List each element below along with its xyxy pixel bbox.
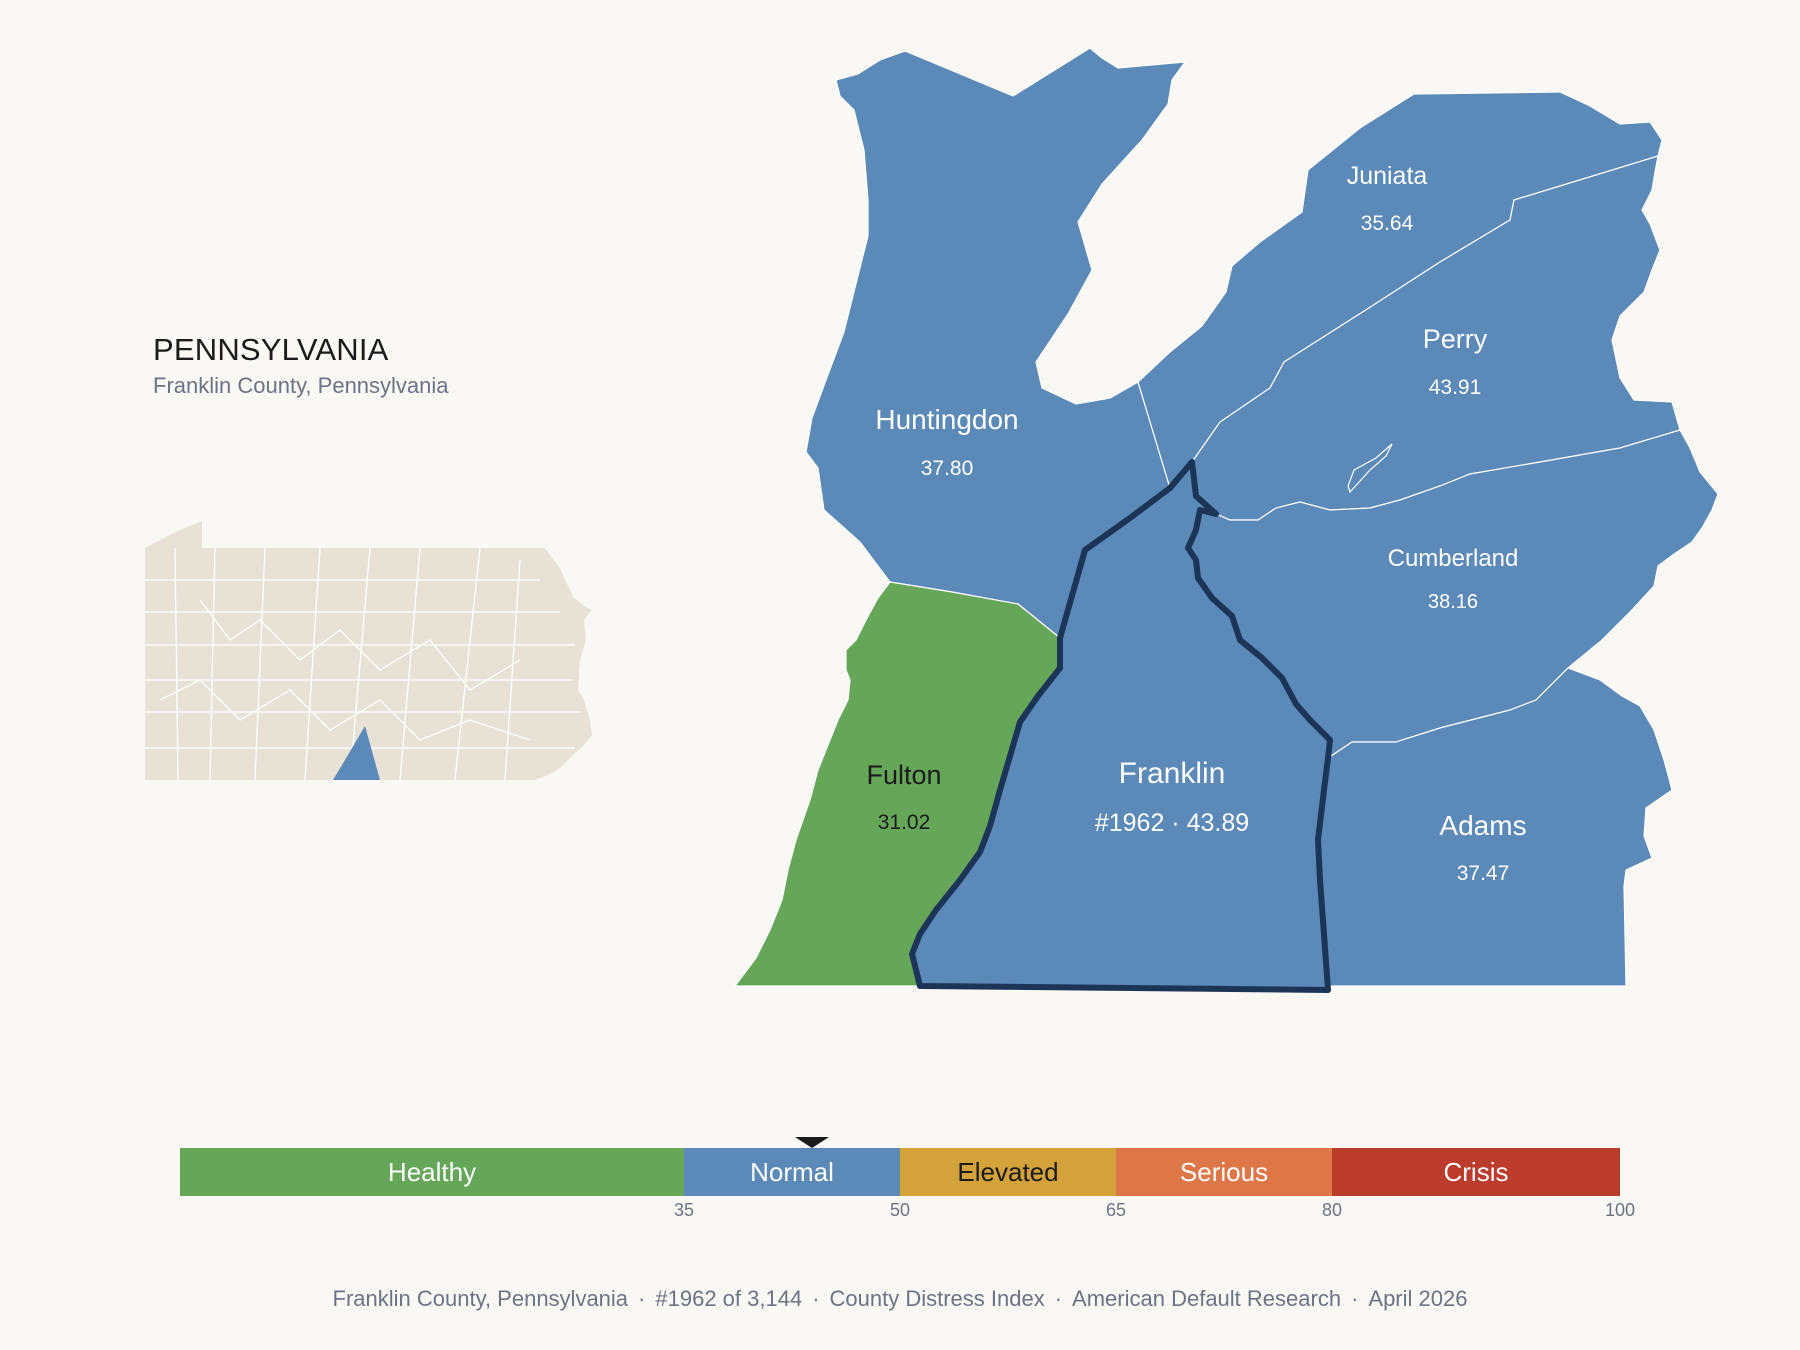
legend-segment-healthy: Healthy [180,1148,684,1196]
county-name-cumberland: Cumberland [1388,545,1519,572]
legend-segment-serious: Serious [1116,1148,1332,1196]
inset-state-shape [145,521,592,780]
legend-tick-50: 50 [889,1200,911,1220]
county-value-franklin: #1962 · 43.89 [1095,809,1249,837]
footer-separator: · [1351,1286,1359,1311]
county-name-huntingdon: Huntingdon [875,404,1018,435]
county-name-franklin: Franklin [1119,757,1226,790]
legend-segment-normal: Normal [684,1148,900,1196]
county-value-cumberland: 38.16 [1428,591,1478,613]
footer-separator: · [638,1286,646,1311]
inset-franklin-county [333,726,380,780]
county-name-perry: Perry [1423,324,1488,354]
legend-tick-80: 80 [1321,1200,1343,1220]
footer-rank: #1962 of 3,144 [655,1286,803,1311]
legend-segment-elevated: Elevated [900,1148,1116,1196]
county-name-fulton: Fulton [866,760,941,790]
county-name-juniata: Juniata [1347,162,1428,190]
footer-county: Franklin County, Pennsylvania [332,1286,629,1311]
legend-tick-65: 65 [1105,1200,1127,1220]
state-title: PENNSYLVANIA [153,332,389,367]
distress-scale-legend: Healthy Normal Elevated Serious Crisis [180,1148,1620,1196]
footer-date: April 2026 [1368,1286,1468,1311]
county-shape-adams[interactable] [1317,667,1673,987]
county-name-adams: Adams [1439,810,1526,841]
county-shape-franklin[interactable] [909,459,1333,993]
county-value-fulton: 31.02 [878,811,931,834]
county-value-perry: 43.91 [1429,376,1482,399]
footer-caption: Franklin County, Pennsylvania · #1962 of 3… [0,1286,1800,1312]
legend-tick-100: 100 [1604,1200,1636,1220]
legend-tick-35: 35 [673,1200,695,1220]
footer-index: County Distress Index [829,1286,1045,1311]
county-labels: Huntingdon 37.80 Juniata 35.64 Perry 43.… [866,162,1526,885]
county-subtitle: Franklin County, Pennsylvania [153,373,449,398]
footer-source: American Default Research [1072,1286,1342,1311]
county-value-huntingdon: 37.80 [921,457,974,480]
county-value-adams: 37.47 [1457,862,1510,885]
current-value-marker-icon [795,1137,830,1148]
county-value-juniata: 35.64 [1361,212,1414,235]
footer-separator: · [1054,1286,1063,1311]
state-inset-map [145,521,592,781]
footer-separator: · [812,1286,820,1311]
legend-segment-crisis: Crisis [1332,1148,1620,1196]
